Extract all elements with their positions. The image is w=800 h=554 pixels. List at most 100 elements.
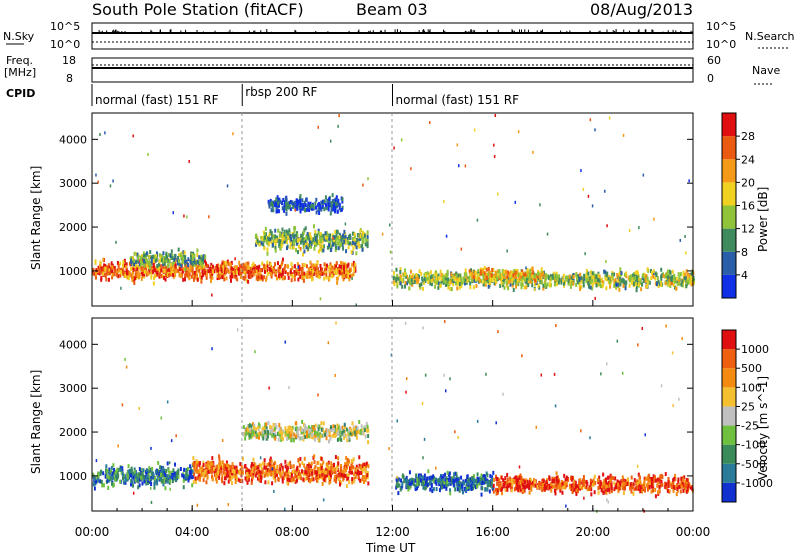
scatter-cell: [311, 468, 314, 473]
scatter-cell: [520, 271, 523, 276]
colorbar-segment: [722, 228, 736, 252]
scatter-cell: [167, 468, 170, 473]
scatter-cell: [575, 282, 578, 287]
scatter-cell: [257, 425, 260, 430]
scatter-cell: [467, 486, 470, 491]
scatter-cell: [347, 472, 350, 477]
scatter-cell: [480, 477, 483, 482]
scatter-cell: [509, 273, 512, 278]
scatter-cell: [336, 423, 339, 428]
scatter-cell: [270, 459, 273, 464]
scatter-cell: [263, 235, 266, 240]
scatter-cell: [361, 464, 364, 469]
scatter-cell: [263, 263, 266, 268]
scatter-cell: [225, 276, 228, 281]
scatter-cell: [154, 258, 157, 263]
scatter-cell: [245, 430, 248, 435]
scatter-cell: [586, 276, 589, 281]
scatter-cell: [160, 274, 163, 279]
scatter-cell: [305, 235, 308, 240]
scatter-cell: [254, 473, 257, 478]
scatter-cell: [345, 455, 348, 460]
scatter-cell: [635, 285, 638, 290]
scatter-cell: [340, 271, 343, 276]
scatter-cell: [288, 431, 291, 436]
scatter-cell: [342, 429, 345, 434]
scatter-cell: [430, 482, 433, 487]
scatter-cell: [157, 476, 160, 481]
scatter-cell: [278, 197, 281, 202]
scatter-cell: [258, 242, 261, 247]
scatter-cell: [493, 154, 496, 158]
scatter-cell: [155, 254, 158, 259]
scatter-cell: [253, 469, 256, 474]
scatter-cell: [351, 277, 353, 281]
scatter-cell: [251, 475, 254, 480]
scatter-cell: [108, 268, 111, 273]
scatter-cell: [343, 435, 346, 440]
scatter-cell: [550, 276, 553, 281]
scatter-cell: [189, 471, 192, 476]
scatter-cell: [119, 269, 122, 274]
scatter-cell: [223, 260, 226, 265]
scatter-cell: [143, 479, 146, 484]
scatter-cell: [452, 476, 455, 481]
scatter-cell: [134, 478, 137, 483]
scatter-cell: [249, 427, 252, 432]
scatter-cell: [279, 239, 282, 244]
colorbar-tick-label: 20: [741, 176, 755, 189]
scatter-cell: [228, 270, 231, 275]
scatter-cell: [364, 478, 367, 483]
scatter-cell: [303, 228, 306, 233]
scatter-cell: [359, 234, 362, 239]
scatter-cell: [285, 207, 288, 212]
scatter-cell: [209, 461, 212, 466]
scatter-cell: [458, 480, 461, 485]
scatter-cell: [235, 472, 238, 477]
scatter-cell: [278, 470, 281, 475]
scatter-cell: [313, 427, 316, 432]
scatter-cell: [111, 265, 114, 270]
scatter-cell: [287, 235, 290, 240]
scatter-cell: [168, 259, 171, 264]
scatter-cell: [134, 470, 137, 475]
scatter-cell: [328, 272, 331, 277]
scatter-cell: [325, 272, 328, 277]
scatter-cell: [348, 466, 351, 471]
scatter-cell: [419, 475, 422, 480]
scatter-cell: [165, 265, 168, 270]
scatter-cell: [126, 271, 129, 276]
scatter-cell: [504, 271, 507, 276]
scatter-cell: [356, 429, 359, 434]
scatter-cell: [272, 239, 275, 244]
scatter-cell: [323, 262, 326, 267]
scatter-cell: [298, 463, 301, 468]
scatter-cell: [692, 281, 695, 286]
scatter-cell: [502, 280, 505, 285]
scatter-cell: [242, 275, 245, 280]
scatter-cell: [270, 208, 273, 213]
scatter-cell: [124, 273, 127, 278]
scatter-cell: [132, 483, 135, 488]
nsearch-tick-top: 10^5: [706, 20, 736, 33]
scatter-cell: [303, 237, 306, 242]
scatter-cell: [442, 484, 445, 489]
scatter-cell: [330, 248, 333, 253]
scatter-cell: [319, 297, 322, 301]
scatter-cell: [314, 464, 317, 469]
scatter-cell: [103, 263, 106, 268]
scatter-cell: [440, 274, 443, 279]
scatter-cell: [410, 167, 412, 171]
scatter-cell: [321, 239, 324, 244]
scatter-cell: [160, 468, 163, 473]
scatter-cell: [233, 466, 236, 471]
scatter-cell: [671, 269, 674, 274]
scatter-cell: [489, 277, 492, 282]
scatter-cell: [321, 248, 324, 253]
scatter-cell: [205, 463, 208, 468]
scatter-cell: [129, 473, 132, 478]
scatter-cell: [171, 261, 174, 266]
scatter-cell: [157, 460, 160, 465]
scatter-cell: [468, 270, 471, 275]
scatter-cell: [292, 438, 295, 443]
